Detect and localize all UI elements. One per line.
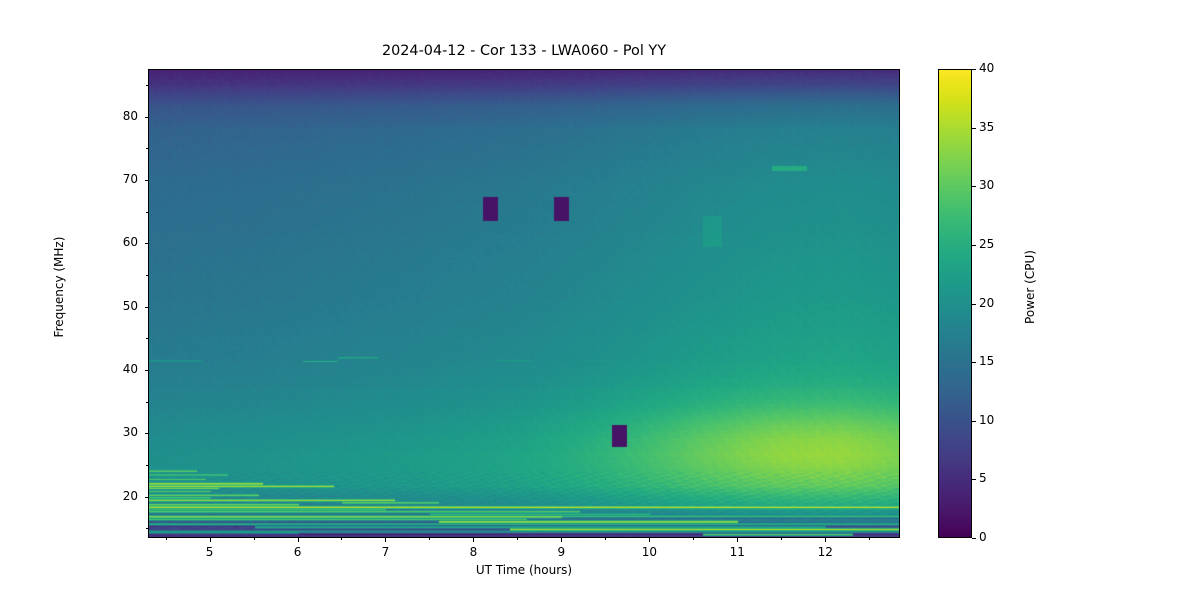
y-minor-tick [146,528,148,530]
y-ticklabel-70: 70 [122,171,138,186]
colorbar-ticklabel-15: 15 [979,354,995,369]
colorbar-ticklabel-40: 40 [979,61,995,75]
y-ticklabel-80: 80 [122,108,138,123]
y-minor-tick [146,338,148,340]
colorbar-ticklabel-0: 0 [979,530,987,544]
x-axis-label: UT Time (hours) [475,563,573,577]
x-minor-tick [781,538,783,540]
colorbar [938,69,972,538]
y-ticklabel-60: 60 [122,235,138,250]
y-ticklabel-20: 20 [122,488,138,503]
x-tick-10 [649,538,651,542]
x-minor-tick [341,538,343,540]
x-minor-tick [429,538,431,540]
x-tick-5 [209,538,211,542]
y-minor-tick [146,148,148,150]
x-ticklabel-7: 7 [381,545,390,559]
y-ticklabel-40: 40 [122,362,138,377]
y-minor-tick [146,465,148,467]
y-tick-50 [144,306,148,308]
colorbar-tick-10 [972,420,976,422]
y-axis-label: Frequency (MHz) [52,236,66,338]
spectrogram-image [149,70,899,537]
y-tick-80 [144,116,148,118]
colorbar-ticklabel-25: 25 [979,236,995,251]
x-minor-tick [869,538,871,540]
colorbar-ticklabel-20: 20 [979,295,995,310]
colorbar-tick-20 [972,303,976,305]
y-tick-30 [144,433,148,435]
y-ticklabel-30: 30 [122,425,138,440]
colorbar-ticklabel-5: 5 [979,471,987,486]
spectrogram-axes [148,69,900,538]
y-minor-tick [146,274,148,276]
y-ticklabel-50: 50 [122,298,138,313]
x-ticklabel-5: 5 [205,545,214,559]
page-title: 2024-04-12 - Cor 133 - LWA060 - Pol YY [381,43,667,59]
colorbar-tick-25 [972,244,976,246]
y-minor-tick [146,211,148,213]
colorbar-tick-35 [972,127,976,129]
x-tick-8 [473,538,475,542]
x-ticklabel-12: 12 [817,545,833,559]
colorbar-gradient [939,70,971,537]
colorbar-ticklabel-10: 10 [979,412,995,427]
colorbar-tick-30 [972,186,976,188]
y-tick-60 [144,243,148,245]
x-minor-tick [165,538,167,540]
x-ticklabel-9: 9 [557,545,566,559]
x-tick-11 [737,538,739,542]
x-ticklabel-11: 11 [729,545,745,559]
x-minor-tick [517,538,519,540]
colorbar-tick-40 [972,69,976,70]
x-minor-tick [253,538,255,540]
colorbar-tick-0 [972,538,976,539]
x-tick-7 [385,538,387,542]
x-tick-6 [297,538,299,542]
x-ticklabel-6: 6 [293,545,302,559]
x-ticklabel-10: 10 [641,545,657,559]
colorbar-ticklabel-35: 35 [979,119,995,134]
y-minor-tick [146,84,148,86]
x-ticklabel-8: 8 [469,545,478,559]
colorbar-ticklabel-30: 30 [979,178,995,193]
x-minor-tick [693,538,695,540]
colorbar-tick-15 [972,362,976,364]
y-tick-40 [144,370,148,372]
y-minor-tick [146,401,148,403]
x-tick-9 [561,538,563,542]
x-tick-12 [825,538,827,542]
colorbar-label: Power (CPU) [1023,250,1037,324]
x-minor-tick [605,538,607,540]
y-tick-20 [144,496,148,498]
y-tick-70 [144,179,148,181]
colorbar-tick-5 [972,479,976,481]
